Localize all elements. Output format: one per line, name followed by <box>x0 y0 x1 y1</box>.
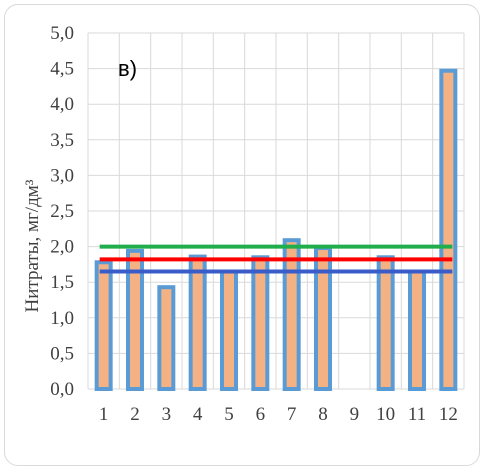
bar <box>94 260 113 392</box>
x-tick-label: 5 <box>224 404 234 425</box>
bar <box>157 285 176 391</box>
bar <box>282 238 301 391</box>
x-tick-label: 7 <box>287 404 297 425</box>
y-tick-label: 1,0 <box>50 308 74 329</box>
bar <box>408 269 426 391</box>
y-tick-label: 3,0 <box>50 165 74 186</box>
panel-label: в) <box>118 56 137 81</box>
y-tick-label: 0,5 <box>50 343 74 364</box>
x-tick-label: 6 <box>256 404 266 425</box>
x-tick-label: 3 <box>162 404 172 425</box>
y-tick-label: 4,0 <box>50 94 74 115</box>
y-tick-label: 2,0 <box>50 237 74 258</box>
y-tick-label: 0,0 <box>50 379 74 400</box>
y-tick-label: 2,5 <box>50 201 74 222</box>
x-tick-label: 2 <box>130 404 140 425</box>
bar <box>314 246 332 391</box>
y-tick-label: 3,5 <box>50 130 74 151</box>
bar <box>376 255 395 391</box>
y-tick-label: 5,0 <box>50 23 74 44</box>
x-tick-label: 1 <box>99 404 109 425</box>
x-tick-label: 10 <box>376 404 395 425</box>
y-tick-label: 1,5 <box>50 272 74 293</box>
x-tick-label: 11 <box>408 404 426 425</box>
bar <box>251 255 270 391</box>
x-tick-label: 4 <box>193 404 203 425</box>
y-tick-label: 4,5 <box>50 59 74 80</box>
bar <box>188 254 207 391</box>
x-tick-label: 12 <box>439 404 458 425</box>
bar <box>126 248 144 391</box>
x-tick-label: 9 <box>350 404 360 425</box>
x-tick-label: 8 <box>318 404 328 425</box>
bar <box>439 68 458 392</box>
y-axis-label: Нитраты, мг/дм³ <box>22 179 43 312</box>
bar <box>220 269 238 391</box>
